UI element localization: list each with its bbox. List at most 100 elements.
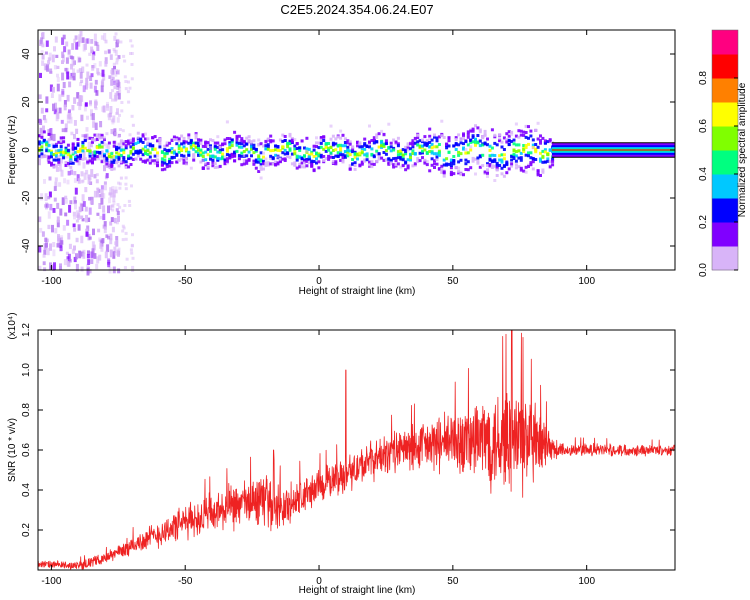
heatmap-cell: [437, 153, 441, 157]
heatmap-cell: [88, 207, 92, 215]
heatmap-cell: [254, 147, 258, 151]
heatmap-cell: [68, 81, 72, 88]
heatmap-cell: [115, 221, 119, 225]
heatmap-cell: [91, 160, 94, 164]
heatmap-cell: [115, 79, 119, 86]
heatmap-cell: [341, 133, 345, 137]
heatmap-cell: [80, 251, 84, 257]
heatmap-cell: [430, 142, 434, 146]
heatmap-cell: [401, 164, 405, 168]
heatmap-y-tick-label: 40: [21, 48, 32, 60]
heatmap-cell: [59, 145, 63, 149]
heatmap-cell: [257, 154, 261, 158]
heatmap-cell: [124, 231, 128, 235]
heatmap-cell: [75, 237, 79, 243]
heatmap-cell: [235, 138, 239, 142]
heatmap-cell: [223, 142, 227, 146]
heatmap-cell: [100, 133, 104, 137]
heatmap-cell: [100, 198, 104, 205]
heatmap-cell: [536, 169, 540, 173]
heatmap-cell: [440, 164, 444, 168]
heatmap-cell: [375, 152, 379, 156]
heatmap-cell: [131, 152, 135, 156]
heatmap-cell: [52, 158, 56, 162]
heatmap-cell: [61, 72, 65, 81]
heatmap-cell: [454, 143, 458, 147]
heatmap-cell: [89, 82, 93, 89]
heatmap-cell: [73, 211, 76, 220]
heatmap-cell: [59, 150, 63, 154]
heatmap-cell: [276, 161, 280, 165]
heatmap-cell: [82, 85, 86, 93]
heatmap-cell: [372, 138, 376, 142]
heatmap-cell: [52, 165, 56, 169]
heatmap-cell: [295, 154, 299, 158]
heatmap-cell: [490, 128, 494, 132]
heatmap-cell: [281, 139, 285, 143]
heatmap-cell: [493, 141, 497, 145]
heatmap-cell: [286, 145, 290, 149]
heatmap-cell: [111, 186, 115, 191]
heatmap-cell: [442, 174, 446, 178]
heatmap-cell: [91, 248, 95, 256]
heatmap-cell: [93, 190, 97, 198]
heatmap-cell: [42, 138, 46, 142]
heatmap-cell: [358, 151, 362, 155]
heatmap-cell: [124, 160, 128, 164]
heatmap-cell: [77, 41, 81, 47]
heatmap-cell: [124, 182, 128, 186]
heatmap-cell: [211, 164, 215, 168]
heatmap-cell: [95, 42, 99, 46]
heatmap-cell: [156, 154, 159, 158]
heatmap-cell: [274, 148, 278, 152]
heatmap-cell: [177, 137, 181, 141]
heatmap-cell: [228, 146, 232, 150]
heatmap-cell: [79, 71, 83, 79]
heatmap-cell: [131, 123, 135, 127]
heatmap-cell: [113, 140, 117, 149]
heatmap-cell: [94, 101, 97, 109]
heatmap-cell: [413, 136, 417, 140]
heatmap-cell: [471, 140, 475, 144]
heatmap-cell: [493, 164, 497, 168]
heatmap-cell: [247, 139, 251, 143]
heatmap-cell: [78, 250, 82, 259]
heatmap-cell: [399, 156, 403, 160]
heatmap-cell: [423, 158, 427, 162]
heatmap-cell: [216, 145, 220, 149]
heatmap-cell: [269, 140, 273, 144]
heatmap-cell: [368, 145, 371, 149]
heatmap-cell: [346, 141, 350, 145]
heatmap-cell: [81, 66, 85, 73]
heatmap-cell: [230, 140, 234, 144]
heatmap-cell: [99, 239, 103, 243]
heatmap-cell: [551, 163, 555, 167]
heatmap-cell: [384, 152, 388, 156]
heatmap-cell: [536, 173, 540, 177]
heatmap-cell: [110, 152, 114, 156]
heatmap-cell: [247, 135, 251, 139]
snr-content: [37, 329, 676, 570]
heatmap-cell: [341, 156, 345, 159]
heatmap-cell: [283, 135, 287, 138]
heatmap-cell: [230, 153, 234, 157]
heatmap-cell: [483, 129, 487, 133]
heatmap-cell: [66, 120, 70, 124]
heatmap-cell: [529, 156, 533, 160]
heatmap-cell: [84, 206, 88, 212]
heatmap-cell: [315, 161, 318, 165]
heatmap-cell: [98, 143, 102, 147]
heatmap-cell: [459, 170, 463, 174]
heatmap-cell: [105, 158, 109, 162]
heatmap-cell: [396, 156, 400, 160]
heatmap-cell: [119, 139, 123, 143]
heatmap-cell: [197, 141, 200, 145]
heatmap-cell: [127, 199, 131, 203]
heatmap-cell: [500, 153, 504, 157]
heatmap-cell: [130, 114, 134, 118]
heatmap-cell: [512, 157, 516, 160]
heatmap-cell: [168, 148, 172, 152]
heatmap-cell: [103, 226, 107, 230]
colorbar: 0.00.20.40.60.8 Normalized spectral ampl…: [698, 29, 748, 277]
heatmap-cell: [192, 158, 196, 162]
